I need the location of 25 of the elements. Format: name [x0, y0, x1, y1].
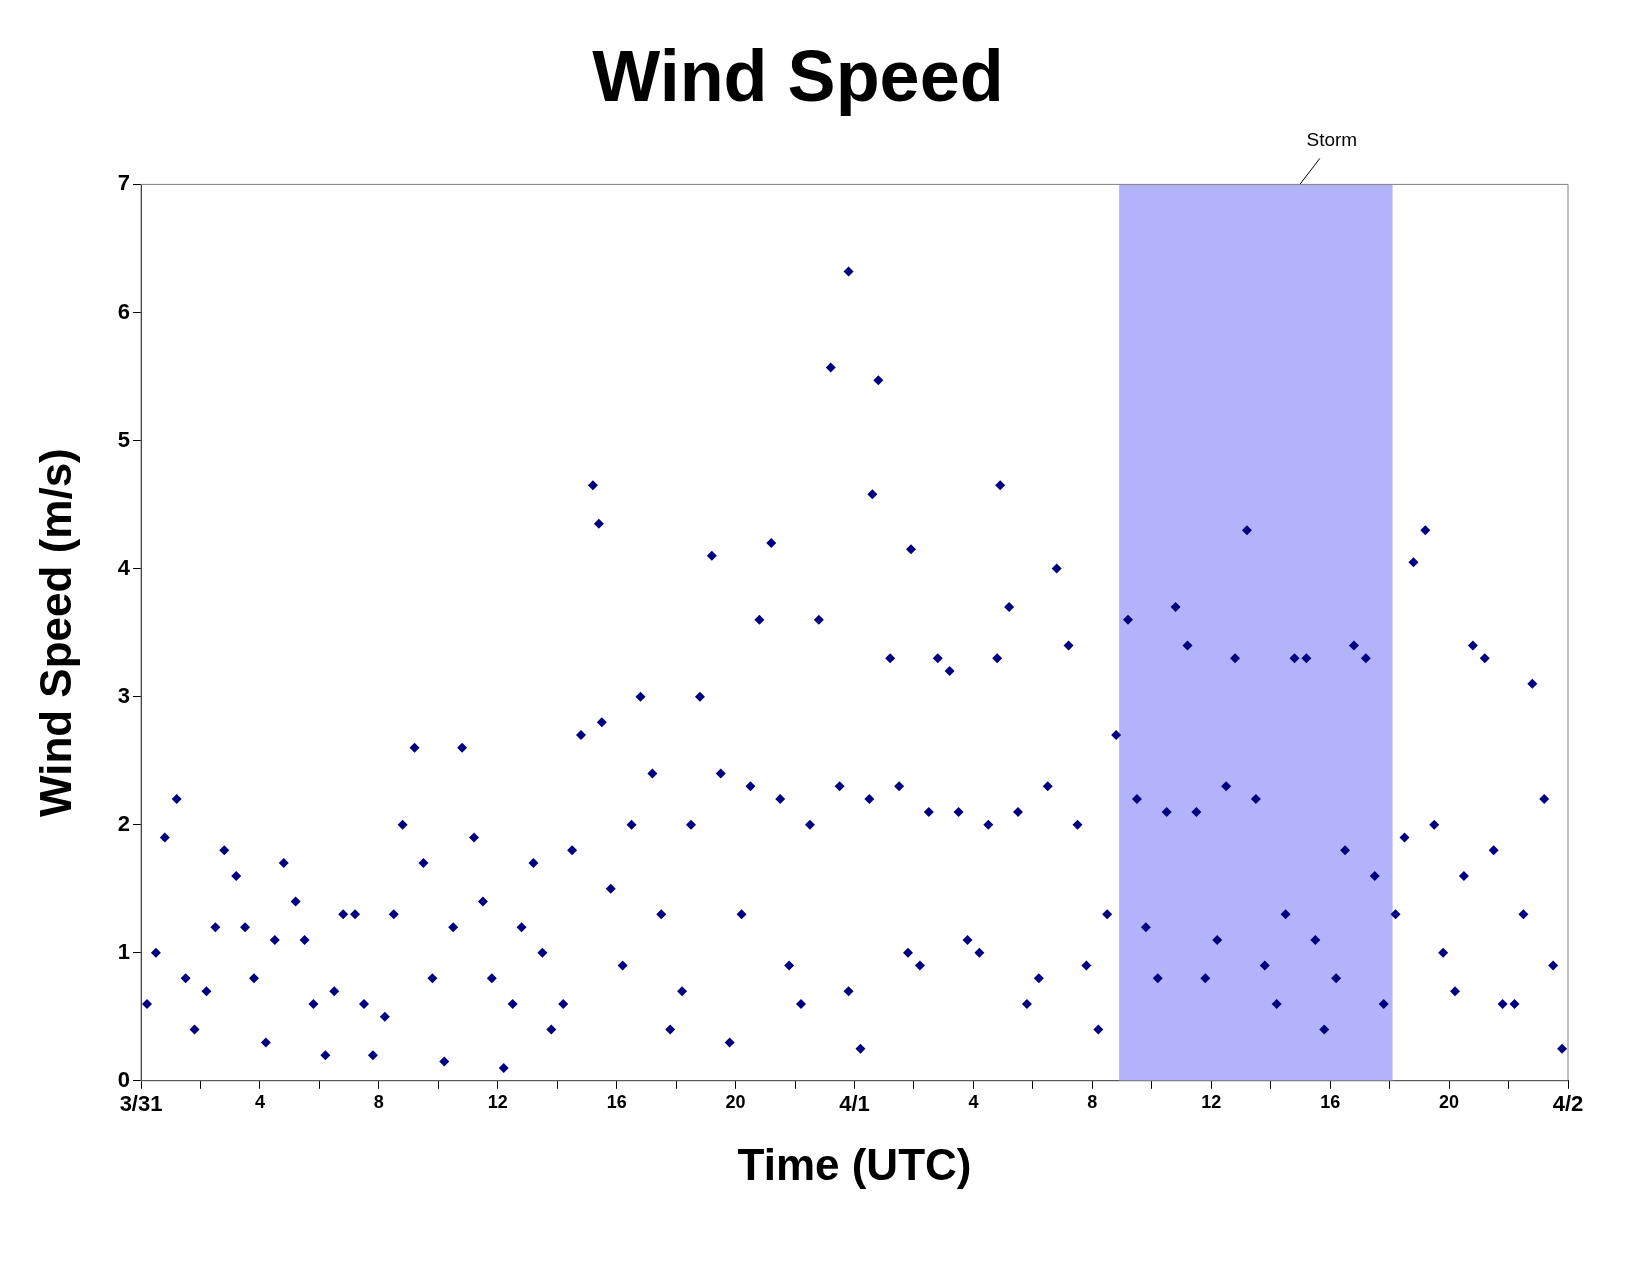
- y-tick-label: 6: [117, 298, 131, 324]
- x-tick-label: 16: [1320, 1091, 1341, 1112]
- y-axis-title: Wind Speed (m/s): [30, 448, 80, 817]
- x-tick-label: 4/2: [1552, 1091, 1584, 1117]
- x-tick-label: 20: [1439, 1091, 1460, 1112]
- y-tick-label: 0: [117, 1066, 131, 1092]
- band-label: Storm: [1306, 129, 1358, 151]
- x-tick-label: 16: [606, 1091, 627, 1112]
- chart-title: Wind Speed: [592, 36, 1004, 117]
- y-tick-label: 4: [117, 554, 131, 580]
- y-tick-label: 2: [117, 810, 131, 836]
- y-tick-label: 5: [117, 426, 131, 452]
- x-tick-label: 12: [487, 1091, 508, 1112]
- x-tick-label: 20: [725, 1091, 746, 1112]
- y-tick-label: 1: [117, 938, 131, 964]
- x-tick-label: 4: [968, 1091, 979, 1112]
- x-tick-label: 12: [1201, 1091, 1222, 1112]
- x-tick-label: 4: [254, 1091, 265, 1112]
- x-tick-label: 8: [373, 1091, 384, 1112]
- x-tick-label: 3/31: [119, 1091, 163, 1117]
- x-tick-label: 8: [1087, 1091, 1098, 1112]
- x-tick-label: 4/1: [839, 1091, 870, 1117]
- y-tick-label: 3: [117, 682, 131, 708]
- y-tick-label: 7: [117, 170, 131, 196]
- x-axis-title: Time (UTC): [737, 1139, 972, 1189]
